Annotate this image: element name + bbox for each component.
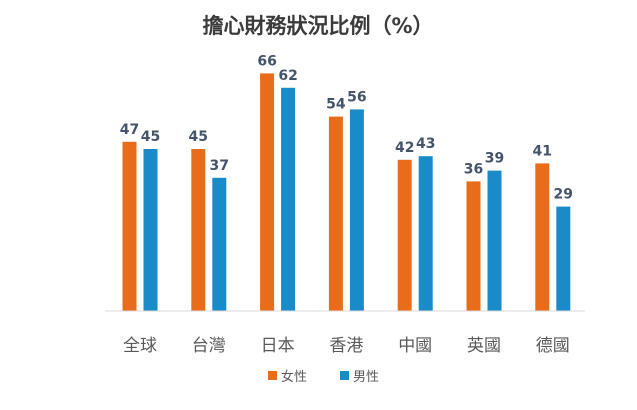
value-label-女性-香港: 54 bbox=[326, 97, 346, 113]
bar-男性-德國 bbox=[556, 206, 571, 311]
bar-女性-全球 bbox=[122, 141, 137, 311]
value-label-男性-全球: 45 bbox=[141, 129, 160, 145]
bar-男性-日本 bbox=[281, 87, 296, 311]
bar-女性-英國 bbox=[466, 181, 481, 311]
category-label-全球: 全球 bbox=[123, 336, 157, 356]
legend: 女性 男性 bbox=[268, 369, 379, 385]
value-label-女性-台灣: 45 bbox=[189, 129, 208, 145]
value-label-女性-英國: 36 bbox=[464, 161, 483, 177]
value-label-男性-台灣: 37 bbox=[210, 158, 229, 174]
value-label-女性-日本: 66 bbox=[257, 53, 276, 69]
value-label-男性-日本: 62 bbox=[278, 68, 297, 84]
legend-swatch-女性 bbox=[268, 371, 277, 380]
legend-swatch-男性 bbox=[340, 371, 349, 380]
category-label-台灣: 台灣 bbox=[192, 336, 226, 356]
category-label-香港: 香港 bbox=[329, 336, 363, 356]
value-label-男性-英國: 39 bbox=[485, 151, 504, 167]
bar-男性-中國 bbox=[418, 156, 433, 311]
category-label-中國: 中國 bbox=[398, 336, 432, 356]
value-label-男性-香港: 56 bbox=[347, 89, 366, 105]
legend-label-男性: 男性 bbox=[353, 370, 379, 385]
bar-女性-德國 bbox=[535, 163, 550, 311]
value-label-女性-全球: 47 bbox=[120, 122, 139, 138]
category-label-日本: 日本 bbox=[261, 336, 295, 356]
value-label-女性-德國: 41 bbox=[533, 143, 552, 159]
bar-男性-全球 bbox=[143, 149, 158, 311]
bar-女性-中國 bbox=[397, 159, 412, 311]
category-labels: 全球 台灣 日本 香港 中國 英國 德國 bbox=[123, 336, 570, 356]
value-label-男性-德國: 29 bbox=[554, 187, 573, 203]
value-label-女性-中國: 42 bbox=[395, 140, 414, 156]
bar-男性-台灣 bbox=[212, 177, 227, 311]
bar-男性-香港 bbox=[349, 109, 364, 312]
bar-女性-台灣 bbox=[191, 149, 206, 311]
category-label-英國: 英國 bbox=[467, 336, 501, 356]
legend-label-女性: 女性 bbox=[281, 369, 307, 385]
bar-女性-香港 bbox=[328, 116, 343, 311]
value-label-男性-中國: 43 bbox=[416, 136, 435, 152]
category-label-德國: 德國 bbox=[536, 336, 570, 356]
bar-女性-日本 bbox=[260, 73, 275, 312]
chart-title: 擔心財務狀況比例（%） bbox=[202, 14, 433, 38]
bar-男性-英國 bbox=[487, 170, 502, 311]
